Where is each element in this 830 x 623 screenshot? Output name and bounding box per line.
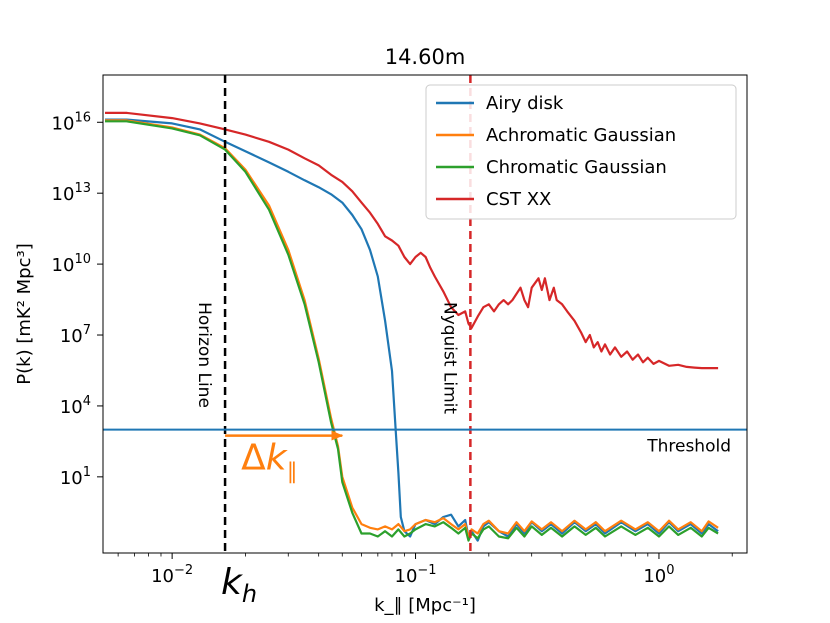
x-tick-exponent: −2 bbox=[174, 563, 193, 578]
legend: Airy disk Achromatic Gaussian Chromatic Ga… bbox=[425, 84, 737, 220]
y-tick-exponent: 1 bbox=[83, 465, 91, 480]
x-tick-base: 10 bbox=[151, 566, 174, 587]
legend-box bbox=[425, 84, 737, 220]
delta-symbol: Δ bbox=[241, 438, 266, 479]
y-tick-label-5: 1013 bbox=[52, 181, 91, 205]
series-line-3 bbox=[105, 120, 719, 542]
x-tick-exponent: −1 bbox=[417, 563, 436, 578]
x-tick-label-1: 10−2 bbox=[151, 563, 193, 587]
y-tick-label-3: 107 bbox=[60, 323, 91, 347]
nyquist-limit-label: Nyquist Limit bbox=[439, 302, 459, 414]
legend-label-2: Achromatic Gaussian bbox=[486, 125, 676, 146]
y-tick-label-1: 101 bbox=[60, 465, 91, 489]
y-tick-exponent: 7 bbox=[83, 323, 91, 338]
delta-k-annotation: Δk∥ bbox=[241, 438, 298, 485]
y-tick-exponent: 10 bbox=[74, 252, 91, 267]
y-axis-label: P(k) [mK² Mpc³] bbox=[14, 243, 35, 384]
kh-base: k bbox=[221, 562, 244, 603]
x-tick-base: 10 bbox=[643, 566, 666, 587]
delta-subscript: ∥ bbox=[287, 460, 298, 485]
legend-label-4: CST XX bbox=[486, 189, 551, 210]
x-axis-label: k_∥ [Mpc⁻¹] bbox=[374, 595, 476, 616]
series-line-4 bbox=[105, 111, 719, 370]
y-tick-exponent: 16 bbox=[74, 110, 91, 125]
y-tick-label-4: 1010 bbox=[52, 252, 91, 276]
y-tick-base: 10 bbox=[52, 113, 75, 134]
delta-variable: k bbox=[266, 438, 289, 479]
y-tick-base: 10 bbox=[52, 255, 75, 276]
plot-frame bbox=[102, 74, 748, 554]
y-tick-base: 10 bbox=[60, 326, 83, 347]
y-tick-base: 10 bbox=[60, 397, 83, 418]
threshold-label: Threshold bbox=[646, 437, 731, 457]
legend-label-1: Airy disk bbox=[486, 93, 564, 114]
plot-area bbox=[103, 75, 747, 553]
x-tick-label-2: 10−1 bbox=[395, 563, 437, 587]
series-layer bbox=[105, 111, 719, 542]
horizon-line-label: Horizon Line bbox=[194, 302, 214, 408]
y-tick-label-2: 104 bbox=[60, 394, 91, 418]
x-tick-exponent: 0 bbox=[666, 563, 674, 578]
chart-title: 14.60m bbox=[385, 45, 466, 69]
y-tick-base: 10 bbox=[60, 468, 83, 489]
kh-subscript: h bbox=[242, 580, 257, 608]
x-tick-label-3: 100 bbox=[643, 563, 674, 587]
series-line-1 bbox=[105, 118, 719, 542]
kh-annotation: kh bbox=[221, 562, 257, 608]
x-tick-base: 10 bbox=[395, 566, 418, 587]
y-tick-exponent: 4 bbox=[83, 394, 91, 409]
legend-items: Airy disk Achromatic Gaussian Chromatic Ga… bbox=[436, 93, 676, 210]
y-tick-label-6: 1016 bbox=[52, 110, 91, 134]
y-tick-exponent: 13 bbox=[74, 181, 91, 196]
legend-label-3: Chromatic Gaussian bbox=[486, 157, 667, 178]
x-axis-ticks: 10−2 10−1 100 bbox=[117, 553, 733, 587]
y-tick-base: 10 bbox=[52, 184, 75, 205]
